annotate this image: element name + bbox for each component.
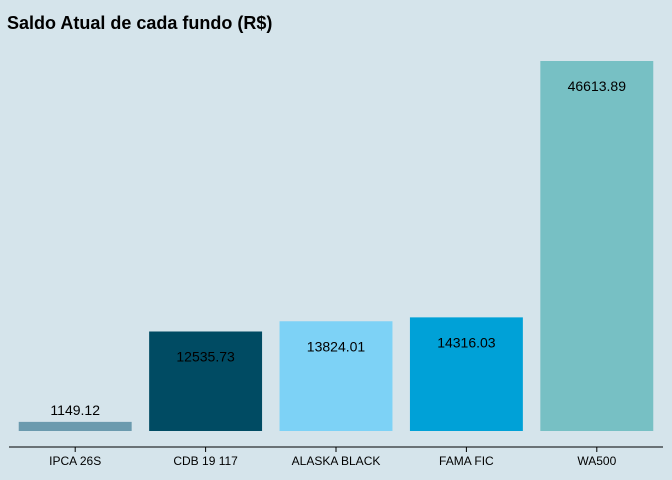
value-label: 1149.12 bbox=[50, 402, 100, 418]
x-tick-label: FAMA FIC bbox=[439, 454, 494, 468]
bar-alaska-black bbox=[279, 321, 393, 431]
chart-title: Saldo Atual de cada fundo (R$) bbox=[7, 13, 273, 33]
value-label: 12535.73 bbox=[176, 348, 235, 364]
value-label: 46613.89 bbox=[568, 78, 627, 94]
bar-cdb-19-117 bbox=[149, 331, 263, 431]
x-tick-label: ALASKA BLACK bbox=[292, 454, 381, 468]
bar-fama-fic bbox=[409, 317, 523, 431]
x-tick-label: WA500 bbox=[577, 454, 616, 468]
bars-group bbox=[18, 61, 654, 431]
x-tick-label: IPCA 26S bbox=[49, 454, 101, 468]
value-labels-group: 1149.12 12535.73 13824.01 14316.03 46613.89 bbox=[50, 78, 626, 418]
value-label: 14316.03 bbox=[437, 334, 496, 350]
bar-ipca-26s bbox=[18, 421, 132, 431]
x-ticks-group: IPCA 26S CDB 19 117 ALASKA BLACK FAMA FIC WA… bbox=[49, 447, 617, 468]
x-tick-label: CDB 19 117 bbox=[173, 454, 238, 468]
value-label: 13824.01 bbox=[307, 338, 366, 354]
bar-wa500 bbox=[540, 61, 654, 431]
